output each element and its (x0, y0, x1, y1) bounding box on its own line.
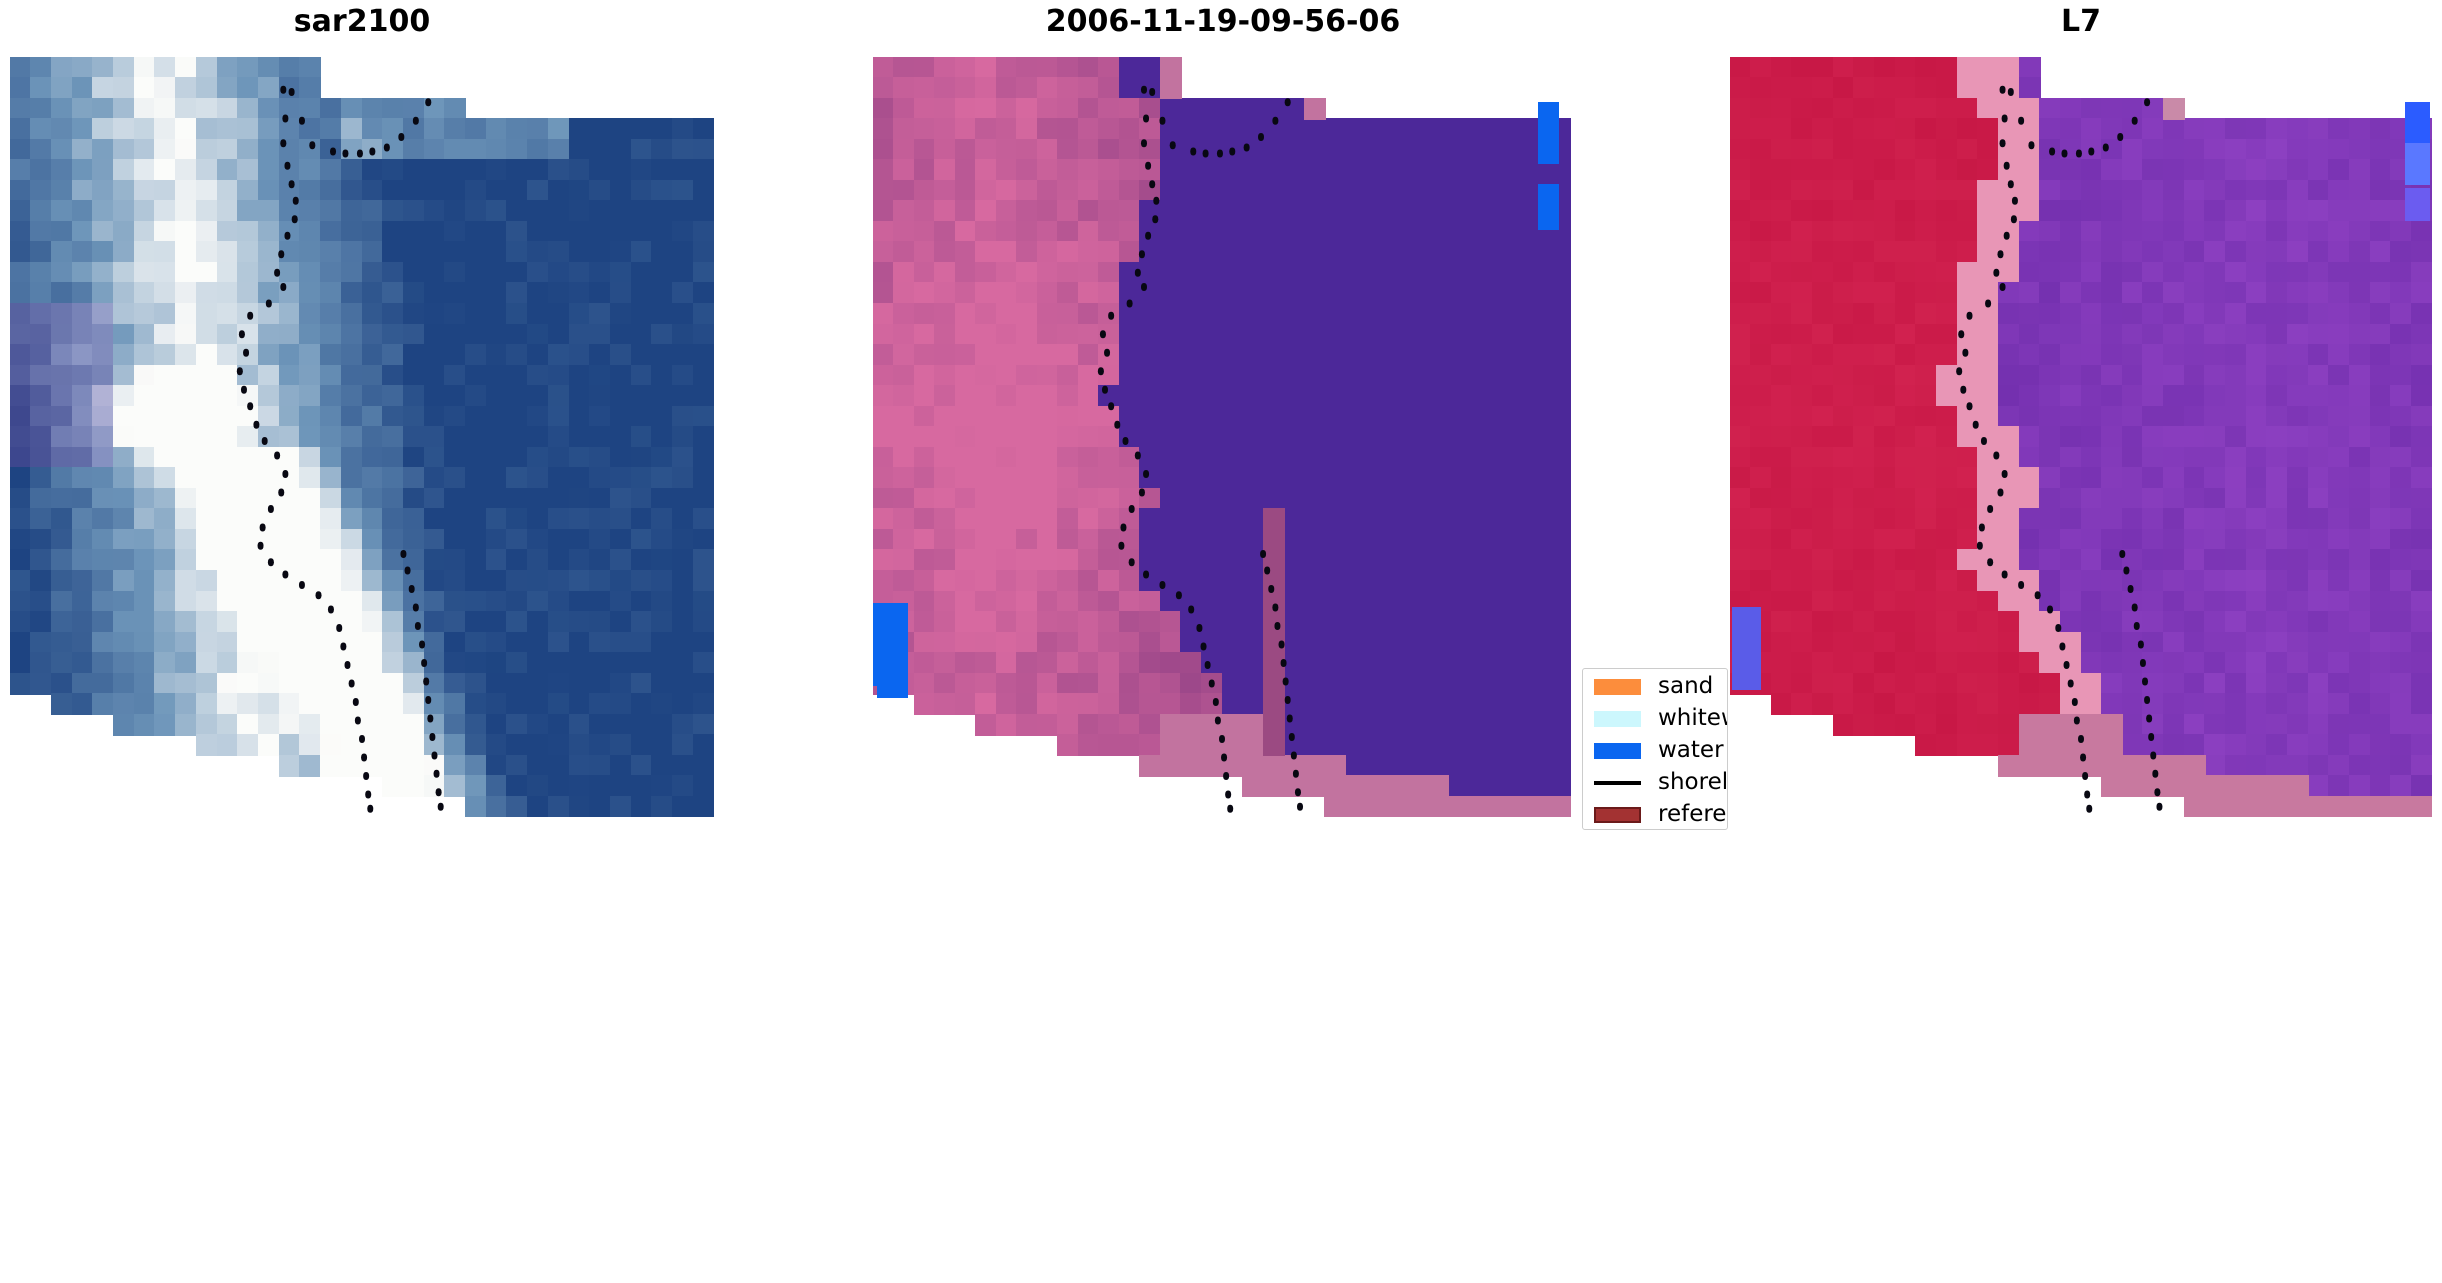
legend-label-sand: sand (1658, 673, 1714, 699)
legend-label-reference: referenc (1658, 801, 1727, 827)
sar-raster (10, 57, 714, 817)
legend-item-reference: referenc (1583, 799, 1727, 829)
l7-image-area (1730, 0, 2432, 1283)
l7-raster (1730, 57, 2432, 817)
legend-label-shoreline: shorelin (1658, 769, 1728, 795)
classification-image-area (873, 0, 1571, 1283)
legend-item-sand: sand (1583, 671, 1727, 702)
panel-title-classification: 2006-11-19-09-56-06 (1045, 4, 1401, 39)
panel-title-sar2100: sar2100 (293, 4, 431, 39)
legend-item-shoreline: shorelin (1583, 767, 1727, 798)
panel-title-l7: L7 (2061, 4, 2101, 39)
sand-swatch (1594, 678, 1641, 695)
legend-item-water: water (1583, 735, 1727, 766)
panel-classification: 2006-11-19-09-56-06 (873, 0, 1571, 1283)
shoreline-line-icon (1594, 780, 1641, 785)
reference-swatch (1594, 806, 1641, 823)
whitewater-swatch (1594, 710, 1641, 727)
panel-l7: L7 (1730, 0, 2432, 1283)
sar-image-area (0, 0, 760, 1283)
water-swatch (1594, 742, 1641, 759)
legend-label-water: water (1658, 737, 1724, 763)
panel-sar2100: sar2100 (0, 0, 760, 1283)
classification-raster (873, 57, 1571, 817)
